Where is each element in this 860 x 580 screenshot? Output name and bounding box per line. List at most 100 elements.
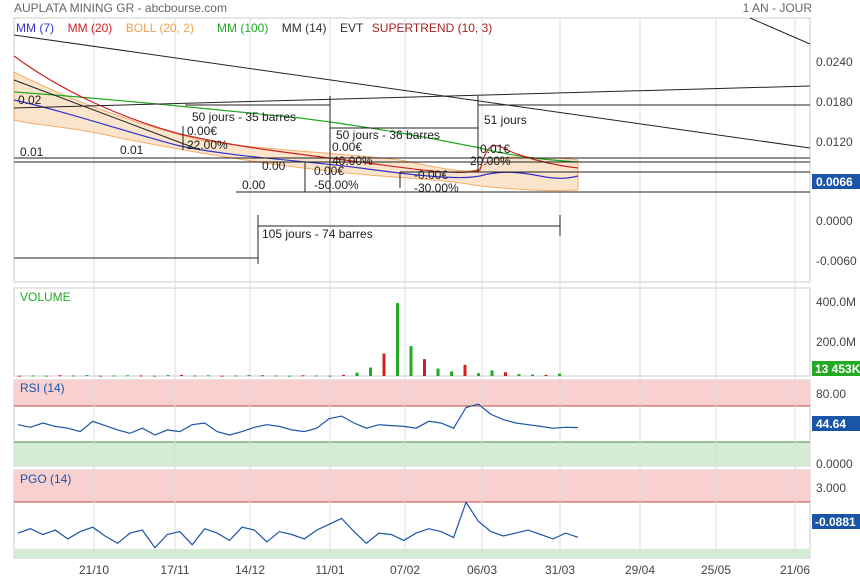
volume-bar (18, 375, 21, 377)
annot-l3: 0.00 (262, 159, 286, 173)
volume-bar (220, 375, 224, 377)
trendline-1 (13, 34, 811, 149)
annot-51: 51 jours (484, 113, 527, 127)
legend-item[interactable]: SUPERTREND (10, 3) (372, 21, 492, 35)
annot-p4: 40.00% (332, 154, 373, 168)
volume-bar (396, 303, 399, 376)
volume-bar (490, 370, 494, 376)
legend-item[interactable]: EVT (340, 21, 364, 35)
price-tick: 0.0240 (816, 55, 853, 69)
annot-p1: 0.00€ (187, 124, 217, 138)
annot-l1: 0.01 (20, 145, 44, 159)
volume-bar (463, 364, 467, 376)
indicator-legend: MM (7) MM (20) BOLL (20, 2) MM (100) MM (14)… (16, 21, 492, 35)
period-label[interactable]: 1 AN - JOUR (742, 1, 812, 15)
volume-bar (544, 374, 548, 376)
volume-bar (369, 367, 372, 376)
annot-50-36: 50 jours - 36 barres (336, 128, 440, 142)
volume-bar (207, 375, 210, 377)
volume-title: VOLUME (20, 290, 71, 304)
volume-bar (301, 375, 305, 377)
annot-l4: 0.00 (242, 178, 266, 192)
pgo-lower-zone (14, 549, 810, 558)
volume-bar (85, 375, 89, 377)
volume-bar (355, 372, 359, 376)
legend-item[interactable]: MM (100) (217, 21, 268, 35)
volume-bar (517, 374, 521, 376)
annot-p10: -30.00% (414, 181, 459, 195)
vertical-gridlines (93, 18, 796, 558)
legend-item[interactable]: MM (14) (282, 21, 327, 35)
pgo-line (17, 500, 579, 549)
trendline-2 (13, 85, 811, 109)
volume-bar (126, 375, 129, 377)
volume-bar (531, 374, 534, 376)
rsi-tick: 80.00 (816, 387, 846, 401)
legend-item[interactable]: MM (20) (68, 21, 113, 35)
mm100-line (13, 91, 579, 163)
volume-tick: 200.0M (816, 335, 856, 349)
volume-bar (112, 375, 116, 377)
trendline-3 (749, 17, 811, 45)
x-tick-label: 17/11 (160, 563, 189, 577)
volume-bar (382, 353, 386, 376)
volume-bar (423, 359, 426, 376)
volume-bar (247, 375, 251, 377)
volume-bar (139, 375, 143, 377)
volume-bar (234, 375, 237, 377)
pgo-tag-bg (812, 514, 860, 529)
pgo-title: PGO (14) (20, 472, 71, 486)
rsi-title: RSI (14) (20, 381, 65, 395)
price-tick: 0.0180 (816, 95, 853, 109)
volume-bar (315, 375, 318, 377)
price-tag: 0.0066 (816, 175, 853, 189)
volume-bar (288, 375, 291, 377)
x-tick-label: 21/10 (79, 563, 109, 577)
x-tick-label: 14/12 (235, 563, 265, 577)
trendline-4 (13, 79, 201, 151)
pgo-upper-zone (14, 470, 810, 502)
volume-bar (261, 375, 264, 377)
volume-bar (31, 375, 35, 377)
volume-bar (504, 372, 507, 376)
annot-p5: 0.00€ (314, 164, 344, 178)
rsi-line (17, 403, 579, 436)
price-axis: 0.0240 0.0180 0.0120 0.0000 -0.0060 (816, 55, 857, 268)
legend-item[interactable]: BOLL (20, 2) (126, 21, 194, 35)
pgo-tick: 3.000 (816, 481, 846, 495)
rsi-overbought-zone (14, 380, 810, 406)
annot-p3: 0.00€ (332, 140, 362, 154)
annot-p2: 22.00% (187, 138, 228, 152)
annot-50-35: 50 jours - 35 barres (192, 110, 296, 124)
x-tick-label: 06/03 (467, 563, 497, 577)
volume-bar (153, 375, 156, 377)
price-tick: -0.0060 (816, 254, 857, 268)
volume-bar (180, 374, 183, 376)
volume-tick: 400.0M (816, 295, 856, 309)
volume-bar (274, 375, 278, 377)
volume-tag-bg (812, 361, 860, 376)
x-tick-label: 31/03 (545, 563, 575, 577)
volume-bar (477, 373, 480, 376)
price-panel (13, 17, 811, 283)
volume-bar (342, 374, 345, 376)
volume-bar (328, 375, 332, 377)
volume-bar (409, 346, 413, 376)
rsi-oversold-zone (14, 442, 810, 466)
annot-p6: -50.00% (314, 178, 359, 192)
annot-l2: 0.01 (120, 143, 144, 157)
chart-title: AUPLATA MINING GR - abcbourse.com (14, 1, 227, 15)
annot-p8: 20.00% (470, 154, 511, 168)
x-tick-label: 07/02 (390, 563, 420, 577)
price-tick: 0.0120 (816, 135, 853, 149)
mm20-line (13, 55, 579, 174)
volume-bar (193, 375, 197, 377)
volume-bar (450, 371, 453, 376)
legend-item[interactable]: MM (7) (16, 21, 54, 35)
x-tick-label: 29/04 (625, 563, 655, 577)
annot-p7: 0.01€ (480, 142, 510, 156)
x-tick-label: 21/06 (780, 563, 810, 577)
price-tag-bg (812, 174, 860, 189)
volume-bar (99, 375, 102, 377)
x-axis-labels: 21/10 17/11 14/12 11/01 07/02 06/03 31/03 29/04… (79, 563, 810, 577)
